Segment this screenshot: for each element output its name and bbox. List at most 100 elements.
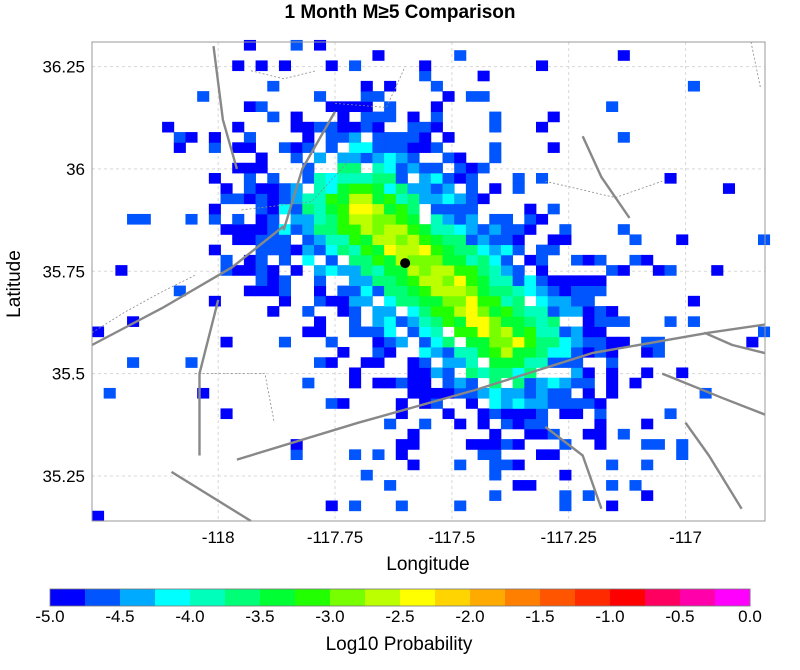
probability-cell (360, 326, 373, 338)
probability-cell (687, 316, 700, 327)
colorbar-swatch-2 (120, 589, 156, 606)
probability-cell (489, 490, 502, 501)
probability-cell (500, 224, 514, 235)
probability-cell (360, 91, 373, 102)
probability-cell (676, 449, 689, 460)
probability-cell (477, 367, 490, 379)
probability-cell (606, 387, 619, 399)
probability-cell (559, 387, 572, 399)
probability-cell (594, 418, 607, 430)
fault-line-9 (703, 331, 766, 355)
probability-cell (349, 162, 362, 174)
probability-cell (337, 183, 350, 194)
probability-cell (349, 183, 362, 194)
probability-cell (430, 193, 443, 205)
probability-cell (384, 418, 397, 430)
probability-cell (360, 224, 373, 235)
colorbar-frame (49, 588, 751, 607)
probability-cell (337, 111, 350, 123)
colorbar-swatch-19 (715, 589, 751, 606)
probability-cell (255, 60, 268, 72)
x-tick-label-0: -118 (202, 528, 235, 547)
probability-cell (594, 336, 607, 348)
probability-cell (512, 398, 525, 409)
probability-cell (571, 367, 584, 379)
probability-cell (442, 91, 455, 102)
probability-cell (547, 275, 560, 286)
probability-cell (208, 244, 221, 256)
probability-cell (571, 326, 584, 338)
probability-cell (208, 213, 221, 225)
probability-cell (500, 275, 514, 286)
probability-cell (477, 254, 490, 266)
probability-cell (349, 254, 362, 266)
probability-cell (278, 193, 292, 205)
probability-cell (535, 418, 549, 430)
probability-cell (512, 224, 525, 235)
probability-cell (325, 213, 338, 225)
probability-cell (454, 275, 467, 286)
probability-cell (372, 91, 385, 102)
probability-cell (465, 295, 478, 307)
colorbar-swatch-8 (330, 589, 366, 606)
probability-cell (664, 265, 677, 276)
y-tick-label-0: 35.25 (42, 467, 85, 486)
colorbar-swatch-17 (645, 589, 681, 606)
probability-cell (454, 244, 467, 256)
probability-cell (664, 408, 677, 420)
probability-cell (349, 121, 362, 133)
probability-cell (489, 469, 502, 481)
probability-cell (524, 336, 537, 348)
probability-cell (407, 224, 420, 235)
probability-cell (407, 183, 420, 194)
probability-cell (442, 295, 455, 307)
probability-cell (454, 357, 467, 368)
probability-cell (290, 265, 303, 276)
probability-cell (512, 408, 525, 420)
probability-cell (442, 173, 455, 184)
probability-cell (489, 224, 502, 235)
probability-cell (582, 428, 595, 440)
probability-cell (512, 234, 525, 246)
probability-cell (465, 336, 478, 348)
probability-cell (337, 224, 350, 235)
probability-cell (442, 316, 455, 327)
probability-cell (582, 295, 595, 307)
probability-cell (290, 152, 303, 164)
probability-cell (395, 377, 408, 389)
probability-cell (419, 347, 432, 358)
colorbar-tick-label-0: -5.0 (35, 607, 64, 626)
probability-cell (360, 121, 373, 133)
probability-cell (465, 193, 478, 205)
probability-cell (419, 285, 432, 297)
probability-cell (208, 132, 221, 143)
probability-cell (349, 173, 362, 184)
probability-cell (395, 265, 408, 276)
chart-title: 1 Month M≥5 Comparison (284, 2, 515, 23)
probability-cell (489, 398, 502, 409)
probability-cell (138, 213, 151, 225)
probability-cell (617, 265, 630, 276)
probability-cell (535, 357, 549, 368)
probability-cell (372, 254, 385, 266)
probability-cell (407, 121, 420, 133)
probability-cell (535, 213, 549, 225)
probability-cell (524, 213, 537, 225)
probability-cell (232, 213, 245, 225)
probability-cell (337, 173, 350, 184)
probability-cell (302, 193, 315, 205)
probability-cell (419, 336, 432, 348)
probability-cell (559, 326, 572, 338)
probability-cell (372, 173, 385, 184)
probability-cell (711, 265, 724, 276)
probability-cell (384, 326, 397, 338)
probability-cell (559, 306, 572, 317)
probability-cell (337, 244, 350, 256)
probability-cell (325, 295, 338, 307)
probability-cell (243, 173, 256, 184)
probability-cell (314, 183, 327, 194)
probability-cell (267, 193, 280, 205)
probability-cell (395, 500, 408, 512)
probability-cell (535, 306, 549, 317)
epicenter-layer (400, 258, 411, 269)
